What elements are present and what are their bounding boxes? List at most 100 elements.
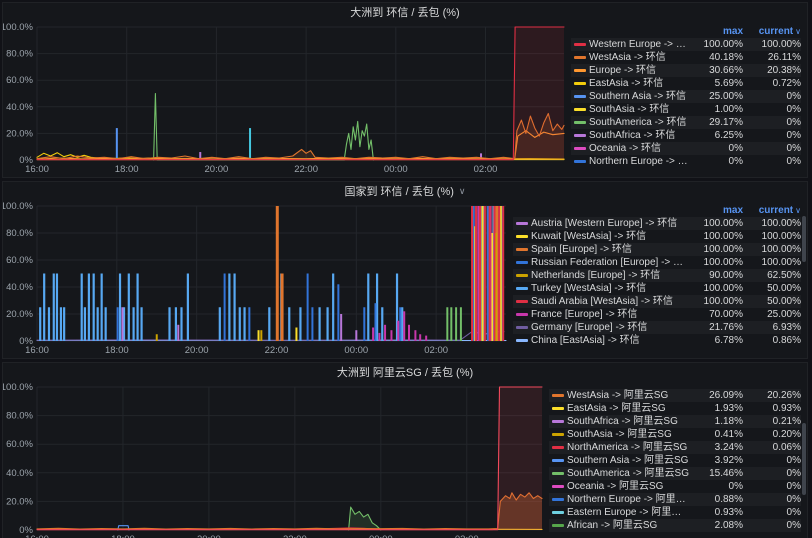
- series-label[interactable]: Saudi Arabia [WestAsia] -> 环信: [531, 296, 673, 307]
- legend-row[interactable]: Germany [Europe] -> 环信 21.76% 6.93%: [513, 321, 801, 334]
- legend-row[interactable]: EastAsia -> 环信 5.69% 0.72%: [571, 77, 801, 90]
- series-label[interactable]: SouthAsia -> 阿里云SG: [567, 429, 672, 440]
- legend-row[interactable]: Netherlands [Europe] -> 环信 90.00% 62.50%: [513, 269, 801, 282]
- series-label[interactable]: Spain [Europe] -> 环信: [531, 244, 632, 255]
- legend-row[interactable]: China [EastAsia] -> 环信 6.78% 0.86%: [513, 334, 801, 347]
- timeseries-plot[interactable]: 100.0% 80.0% 60.0% 40.0% 20.0% 0%16:00 18:00 20…: [3, 381, 547, 538]
- legend-rows: Austria [Western Europe] -> 环信 100.00% 100…: [513, 217, 801, 347]
- panel-title[interactable]: 国家到 环信 / 丢包 (%): [344, 186, 454, 198]
- timeseries-plot[interactable]: 100.0% 80.0% 60.0% 40.0% 20.0% 0%16:00 18:00 20…: [3, 200, 511, 358]
- panel-title[interactable]: 大洲到 阿里云SG / 丢包 (%): [336, 367, 474, 379]
- series-color-swatch: [552, 524, 564, 527]
- svg-text:20:00: 20:00: [205, 164, 229, 175]
- series-label[interactable]: SouthAmerica -> 环信: [589, 117, 687, 128]
- legend-sort-max[interactable]: max: [722, 26, 743, 37]
- legend-row[interactable]: SouthAmerica -> 环信 29.17% 0%: [571, 116, 801, 129]
- legend-sort-current[interactable]: current ∨: [743, 204, 801, 217]
- legend-row[interactable]: WestAsia -> 环信 40.18% 26.11%: [571, 51, 801, 64]
- legend-row[interactable]: Saudi Arabia [WestAsia] -> 环信 100.00% 50.0…: [513, 295, 801, 308]
- legend-row[interactable]: NorthAmerica -> 阿里云SG 3.24% 0.06%: [549, 441, 801, 454]
- legend-row[interactable]: Northern Europe -> 环信 0% 0%: [571, 155, 801, 168]
- chart-area: 100.0% 80.0% 60.0% 40.0% 20.0% 0%16:00 18:00 20…: [3, 200, 511, 358]
- series-label[interactable]: WestAsia -> 环信: [589, 52, 666, 63]
- series-label[interactable]: Oceania -> 环信: [589, 143, 661, 154]
- series-label[interactable]: Oceania -> 阿里云SG: [567, 481, 664, 492]
- legend-row[interactable]: Oceania -> 阿里云SG 0% 0%: [549, 480, 801, 493]
- legend-row[interactable]: Southern Asia -> 环信 25.00% 0%: [571, 90, 801, 103]
- series-label[interactable]: Eastern Europe -> 阿里云SG: [567, 507, 691, 518]
- series-label[interactable]: Kuwait [WestAsia] -> 环信: [531, 231, 647, 242]
- panel-title[interactable]: 大洲到 环信 / 丢包 (%): [350, 7, 460, 19]
- chevron-down-icon[interactable]: ∨: [458, 185, 466, 196]
- legend-row[interactable]: Western Europe -> 环信 100.00% 100.00%: [571, 38, 801, 51]
- series-label[interactable]: WestAsia -> 阿里云SG: [567, 390, 669, 401]
- legend-row[interactable]: SouthAmerica -> 阿里云SG 15.46% 0%: [549, 467, 801, 480]
- series-color-swatch: [516, 313, 528, 316]
- legend-row[interactable]: Spain [Europe] -> 环信 100.00% 100.00%: [513, 243, 801, 256]
- series-label[interactable]: EastAsia -> 环信: [589, 78, 664, 89]
- legend-sort-max[interactable]: max: [722, 205, 743, 216]
- series-label[interactable]: Southern Asia -> 阿里云SG: [567, 455, 689, 466]
- series-label[interactable]: France [Europe] -> 环信: [531, 309, 638, 320]
- x-axis-labels: 16:00 18:00 20:00 22:00 00:00 02:00: [25, 164, 497, 175]
- legend-row[interactable]: SouthAfrica -> 环信 6.25% 0%: [571, 129, 801, 142]
- series-label[interactable]: China [EastAsia] -> 环信: [531, 335, 640, 346]
- series-current-value: 0%: [786, 481, 801, 492]
- series-label[interactable]: Western Europe -> 环信: [589, 39, 691, 50]
- legend-rows: WestAsia -> 阿里云SG 26.09% 20.26% EastAsia ->…: [549, 389, 801, 532]
- svg-text:40.0%: 40.0%: [6, 468, 33, 479]
- legend-row[interactable]: France [Europe] -> 环信 70.00% 25.00%: [513, 308, 801, 321]
- series-label[interactable]: Northern Europe -> 阿里云SG: [567, 494, 691, 505]
- svg-text:60.0%: 60.0%: [6, 439, 33, 450]
- series-current-value: 0%: [786, 507, 801, 518]
- series-label[interactable]: Russian Federation [Europe] -> 环信: [531, 257, 691, 268]
- series-color-swatch: [552, 459, 564, 462]
- legend-row[interactable]: Kuwait [WestAsia] -> 环信 100.00% 100.00%: [513, 230, 801, 243]
- series-label[interactable]: SouthAfrica -> 环信: [589, 130, 676, 141]
- legend-row[interactable]: Russian Federation [Europe] -> 环信 100.00%…: [513, 256, 801, 269]
- series-max-value: 100.00%: [703, 39, 743, 50]
- series-label[interactable]: Netherlands [Europe] -> 环信: [531, 270, 661, 281]
- legend-scrollbar[interactable]: [802, 216, 806, 262]
- x-axis-labels: 16:00 18:00 20:00 22:00 00:00 02:00: [25, 534, 479, 538]
- series-current-value: 0%: [786, 143, 801, 154]
- timeseries-plot[interactable]: 100.0% 80.0% 60.0% 40.0% 20.0% 0%16:00 18:00 20…: [3, 21, 569, 177]
- series-label[interactable]: Germany [Europe] -> 环信: [531, 322, 648, 333]
- series-label[interactable]: SouthAmerica -> 阿里云SG: [567, 468, 689, 479]
- legend-row[interactable]: Eastern Europe -> 阿里云SG 0.93% 0%: [549, 506, 801, 519]
- series-label[interactable]: African -> 阿里云SG: [567, 520, 658, 531]
- legend-scrollbar[interactable]: [802, 423, 806, 495]
- series-label[interactable]: NorthAmerica -> 阿里云SG: [567, 442, 688, 453]
- legend-sort-current[interactable]: current ∨: [743, 25, 801, 38]
- legend-row[interactable]: SouthAsia -> 环信 1.00% 0%: [571, 103, 801, 116]
- legend-sort-current-label: current: [758, 205, 794, 216]
- legend-row[interactable]: SouthAsia -> 阿里云SG 0.41% 0.20%: [549, 428, 801, 441]
- legend-row[interactable]: Southern Asia -> 阿里云SG 3.92% 0%: [549, 454, 801, 467]
- legend-row[interactable]: Turkey [WestAsia] -> 环信 100.00% 50.00%: [513, 282, 801, 295]
- series-max-value: 1.93%: [714, 403, 743, 414]
- series-label[interactable]: Turkey [WestAsia] -> 环信: [531, 283, 647, 294]
- series-max-value: 100.00%: [703, 244, 743, 255]
- legend-row[interactable]: Austria [Western Europe] -> 环信 100.00% 100…: [513, 217, 801, 230]
- legend-row[interactable]: Oceania -> 环信 0% 0%: [571, 142, 801, 155]
- series-label[interactable]: Europe -> 环信: [589, 65, 656, 76]
- series-label[interactable]: Northern Europe -> 环信: [589, 156, 691, 167]
- series-label[interactable]: SouthAsia -> 环信: [589, 104, 670, 115]
- legend-row[interactable]: WestAsia -> 阿里云SG 26.09% 20.26%: [549, 389, 801, 402]
- series-label[interactable]: Austria [Western Europe] -> 环信: [531, 218, 678, 229]
- series-max-value: 90.00%: [709, 270, 743, 281]
- series-color-swatch: [516, 222, 528, 225]
- legend-row[interactable]: Europe -> 环信 30.66% 20.38%: [571, 64, 801, 77]
- svg-text:0%: 0%: [19, 336, 33, 347]
- legend-row[interactable]: Northern Europe -> 阿里云SG 0.88% 0%: [549, 493, 801, 506]
- series-label[interactable]: SouthAfrica -> 阿里云SG: [567, 416, 678, 427]
- legend-row[interactable]: African -> 阿里云SG 2.08% 0%: [549, 519, 801, 532]
- legend-row[interactable]: EastAsia -> 阿里云SG 1.93% 0.93%: [549, 402, 801, 415]
- svg-text:18:00: 18:00: [111, 534, 135, 538]
- series-color-swatch: [552, 511, 564, 514]
- panel-body: 100.0%80.0%60.0%40.0%20.0%0%16:0018:0020…: [3, 381, 807, 538]
- legend-row[interactable]: SouthAfrica -> 阿里云SG 1.18% 0.21%: [549, 415, 801, 428]
- series-label[interactable]: EastAsia -> 阿里云SG: [567, 403, 666, 414]
- series-label[interactable]: Southern Asia -> 环信: [589, 91, 686, 102]
